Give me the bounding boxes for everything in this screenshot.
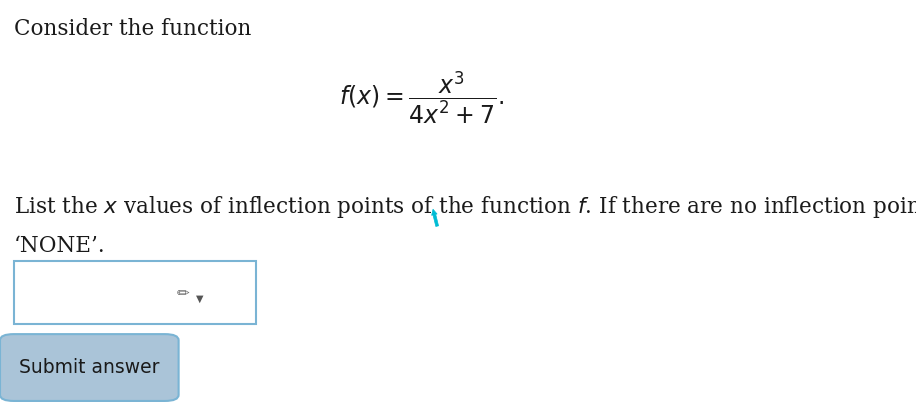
Text: Submit answer: Submit answer xyxy=(19,358,159,377)
FancyBboxPatch shape xyxy=(14,261,256,324)
Text: $f(x) = \dfrac{x^3}{4x^2+7}.$: $f(x) = \dfrac{x^3}{4x^2+7}.$ xyxy=(339,69,504,126)
Text: List the $x$ values of inflection points of the function $f$. If there are no in: List the $x$ values of inflection points… xyxy=(14,194,916,220)
Text: ✏: ✏ xyxy=(177,286,190,301)
Text: ‘NONE’.: ‘NONE’. xyxy=(14,235,105,257)
Text: Consider the function: Consider the function xyxy=(14,18,251,40)
Text: ▼: ▼ xyxy=(196,294,203,303)
FancyBboxPatch shape xyxy=(0,334,179,401)
